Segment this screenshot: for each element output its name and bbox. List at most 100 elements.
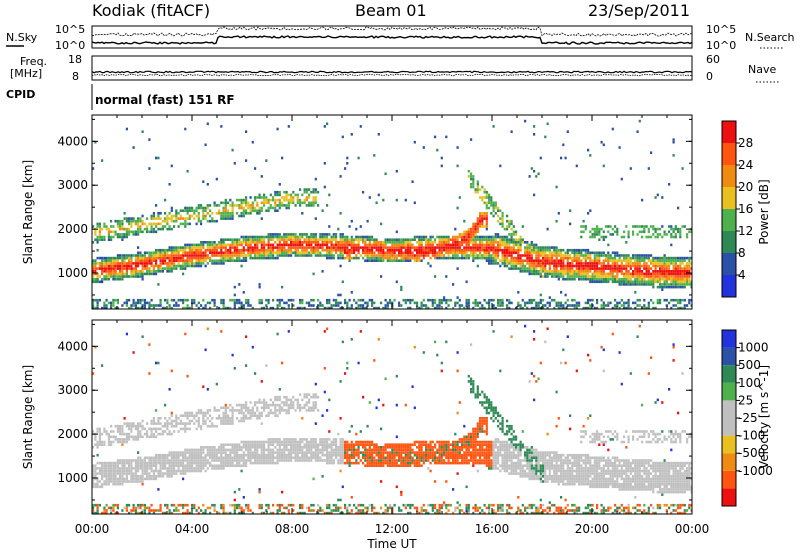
power-cell bbox=[548, 246, 551, 249]
power-cell bbox=[355, 238, 358, 241]
power-cell bbox=[632, 272, 635, 276]
power-cell bbox=[267, 256, 270, 260]
power-cell bbox=[242, 251, 245, 255]
power-cell bbox=[690, 285, 692, 289]
power-cell bbox=[681, 262, 684, 265]
power-cell bbox=[562, 306, 565, 309]
power-cell bbox=[159, 259, 162, 262]
power-cell bbox=[447, 243, 450, 247]
power-cell bbox=[357, 246, 360, 249]
power-cell bbox=[321, 209, 324, 212]
power-cell bbox=[488, 241, 491, 244]
power-cell bbox=[602, 143, 605, 147]
power-cell bbox=[254, 243, 257, 247]
power-cell bbox=[503, 256, 506, 260]
power-cell bbox=[602, 264, 605, 268]
power-cell bbox=[560, 267, 563, 270]
power-cell bbox=[296, 201, 299, 205]
power-cell bbox=[121, 270, 124, 273]
power-cell bbox=[188, 243, 191, 247]
velocity-cell bbox=[227, 459, 230, 462]
power-cell bbox=[452, 256, 455, 260]
power-cell bbox=[395, 259, 398, 262]
velocity-cell bbox=[170, 511, 173, 514]
power-cell bbox=[562, 254, 565, 257]
velocity-cell bbox=[148, 477, 151, 481]
power-cell bbox=[364, 241, 367, 244]
power-cell bbox=[645, 272, 648, 276]
power-cell bbox=[258, 298, 261, 302]
power-cell bbox=[620, 280, 623, 284]
power-cell bbox=[499, 238, 502, 241]
power-cell bbox=[143, 301, 146, 305]
velocity-cell bbox=[94, 469, 97, 473]
power-cell bbox=[672, 283, 675, 286]
power-cell bbox=[539, 262, 542, 265]
power-cell bbox=[447, 251, 450, 255]
power-cell bbox=[429, 243, 432, 247]
power-cell bbox=[395, 198, 398, 202]
velocity-cell bbox=[202, 464, 205, 467]
power-cell bbox=[643, 225, 646, 228]
power-cell bbox=[656, 256, 659, 260]
power-cell bbox=[346, 304, 349, 307]
power-cell bbox=[571, 251, 574, 255]
power-cell bbox=[683, 280, 686, 284]
power-cell bbox=[254, 254, 257, 257]
power-cell bbox=[395, 243, 398, 247]
velocity-cell bbox=[229, 417, 232, 420]
power-cell bbox=[317, 238, 320, 241]
power-cell bbox=[278, 254, 281, 257]
velocity-cell bbox=[96, 430, 99, 433]
power-cell bbox=[524, 241, 527, 244]
power-cell bbox=[578, 248, 581, 252]
power-cell bbox=[362, 248, 365, 252]
power-cell bbox=[101, 280, 104, 284]
power-cell bbox=[665, 233, 668, 236]
power-cell bbox=[600, 267, 603, 270]
power-cell bbox=[380, 248, 383, 252]
power-cell bbox=[377, 256, 380, 260]
power-cell bbox=[411, 243, 414, 247]
power-cell bbox=[517, 304, 520, 307]
velocity-cell bbox=[143, 469, 146, 473]
power-cell bbox=[393, 248, 396, 252]
power-cell bbox=[614, 256, 617, 260]
power-cell bbox=[634, 291, 637, 294]
power-cell bbox=[231, 148, 234, 152]
velocity-cell bbox=[105, 461, 108, 465]
velocity-cell bbox=[166, 453, 169, 457]
power-cell bbox=[206, 246, 209, 249]
power-cell bbox=[146, 267, 149, 270]
power-cell bbox=[683, 270, 686, 273]
power-cell bbox=[407, 259, 410, 262]
power-cell bbox=[256, 254, 259, 257]
power-cell bbox=[566, 259, 569, 262]
power-cell bbox=[632, 270, 635, 273]
power-cell bbox=[656, 193, 659, 197]
power-cell bbox=[485, 222, 488, 226]
velocity-cell bbox=[238, 488, 241, 491]
power-cell bbox=[674, 272, 677, 276]
power-cell bbox=[386, 304, 389, 307]
power-cell bbox=[456, 164, 459, 168]
power-cell bbox=[242, 306, 245, 309]
power-cell bbox=[573, 259, 576, 262]
velocity-cell bbox=[123, 469, 126, 473]
power-cell bbox=[96, 238, 99, 241]
power-cell bbox=[299, 241, 302, 244]
power-cell bbox=[465, 298, 468, 302]
velocity-cell bbox=[103, 509, 106, 512]
power-cell bbox=[575, 275, 578, 278]
power-cell bbox=[476, 246, 479, 249]
velocity-cell bbox=[170, 432, 173, 436]
power-cell bbox=[427, 238, 430, 241]
power-cell bbox=[519, 267, 522, 270]
power-cell bbox=[407, 256, 410, 260]
power-cell bbox=[434, 135, 437, 139]
power-cell bbox=[449, 256, 452, 260]
power-cell bbox=[281, 243, 284, 247]
power-cell bbox=[474, 227, 477, 231]
power-cell bbox=[438, 238, 441, 241]
power-cell bbox=[499, 304, 502, 307]
